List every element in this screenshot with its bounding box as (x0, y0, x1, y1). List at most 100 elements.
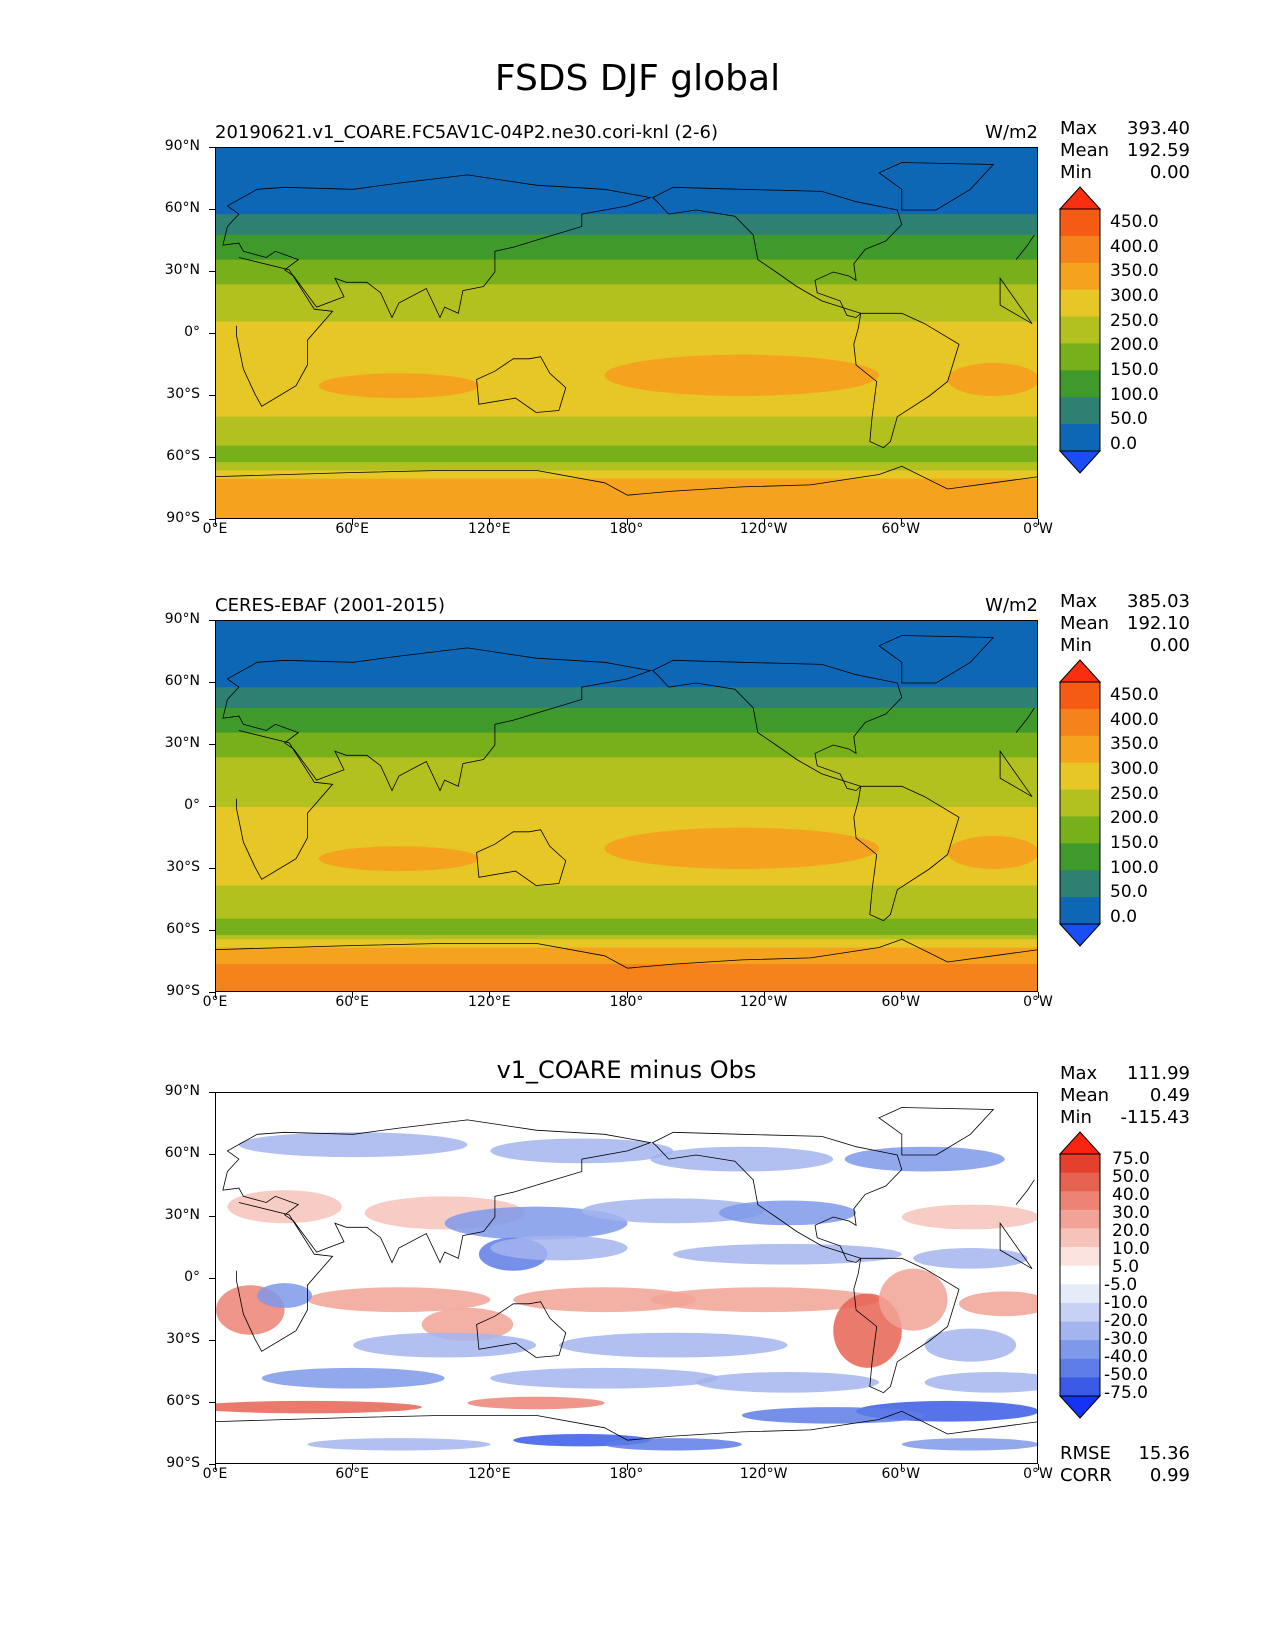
field-band (216, 683, 1037, 688)
colorbar-segment (1060, 209, 1100, 237)
field-band (216, 185, 1037, 190)
x-tick-mark (489, 519, 491, 525)
x-tick-mark (1038, 519, 1039, 525)
x-tick-mark (215, 992, 216, 998)
field-band (216, 740, 1037, 746)
field-band (216, 980, 1037, 986)
anomaly-region (307, 1287, 491, 1313)
x-tick-label: 0°E (202, 1466, 228, 1482)
field-band (216, 922, 1037, 928)
field-band (216, 404, 1037, 409)
field-band (216, 732, 1037, 738)
mean-value: 192.10 (1127, 613, 1190, 634)
field-band (216, 782, 1037, 787)
field-band (216, 819, 1037, 825)
y-tick-mark (209, 930, 215, 931)
max-label: Max (1060, 591, 1098, 612)
field-band (216, 305, 1037, 310)
field-band (216, 815, 1037, 820)
anomaly-region (490, 1367, 719, 1389)
x-tick-mark (900, 519, 902, 525)
corr-value: 0.99 (1149, 1465, 1190, 1486)
coastline (651, 1131, 903, 1263)
colorbar-label: 350.0 (1110, 261, 1159, 282)
field-band (216, 720, 1037, 725)
max-value: 385.03 (1127, 591, 1190, 612)
y-tick-label: 30°S (166, 859, 200, 875)
anomaly-region (558, 1332, 788, 1358)
anomaly-region (238, 1132, 468, 1158)
colorbar-segment (1060, 1377, 1100, 1397)
x-tick-mark (1038, 992, 1039, 998)
y-tick-mark (209, 209, 215, 210)
field-band (216, 462, 1037, 467)
field-band (216, 893, 1037, 899)
field-band (216, 964, 1037, 969)
colorbar-segment (1060, 789, 1100, 817)
field-band (216, 218, 1037, 223)
colorbar-label: 0.0 (1110, 907, 1138, 927)
y-tick-label: 0° (184, 324, 200, 340)
field-band (216, 259, 1037, 265)
coastline (878, 1107, 995, 1156)
colorbar (1058, 186, 1102, 474)
anomaly-region (878, 1268, 948, 1331)
colorbar-segment (1060, 397, 1100, 425)
colorbar-segment (1060, 1358, 1100, 1378)
colorbar (1058, 1131, 1102, 1419)
x-tick-label: 0°E (202, 994, 228, 1010)
field-band (216, 897, 1037, 903)
colorbar-label: -10.0 (1104, 1293, 1148, 1313)
coastline (853, 785, 960, 922)
colorbar (1058, 659, 1102, 947)
field-band (216, 272, 1037, 277)
field-maximum (318, 373, 479, 399)
field-band (216, 827, 1037, 833)
coastline (216, 465, 1037, 496)
colorbar-extend-max (1058, 659, 1102, 683)
field-band (216, 889, 1037, 895)
anomaly-region (604, 1438, 742, 1451)
colorbar-segment (1060, 1209, 1100, 1229)
field-band (216, 201, 1037, 207)
anomaly-region (696, 1372, 879, 1393)
anomaly-region (673, 1243, 902, 1265)
field-band (216, 935, 1037, 940)
x-tick-mark (489, 1464, 491, 1470)
x-tick-label: 180° (609, 1466, 644, 1482)
max-value: 111.99 (1127, 1063, 1190, 1084)
y-tick-mark (209, 1278, 215, 1279)
field-band (216, 939, 1037, 944)
field-band (216, 288, 1037, 294)
x-tick-label: 60°W (881, 1466, 921, 1482)
colorbar-segment (1060, 424, 1100, 452)
stats-box: Max 385.03 Mean 192.10 Min 0.00 (1060, 591, 1190, 657)
y-tick-label: 0° (184, 1269, 200, 1285)
colorbar-extend-min (1058, 450, 1102, 474)
min-value: -115.43 (1120, 1107, 1190, 1128)
field-band (216, 238, 1037, 244)
field-band (216, 869, 1037, 874)
field-band (216, 674, 1037, 680)
y-tick-label: 30°N (164, 1207, 200, 1223)
field-band (216, 807, 1037, 812)
field-band (216, 873, 1037, 878)
field-maximum (604, 354, 879, 396)
field-band (216, 296, 1037, 302)
colorbar-extend-min (1058, 1395, 1102, 1419)
max-value: 393.40 (1127, 118, 1190, 139)
field-band (216, 968, 1037, 973)
field-band (216, 786, 1037, 792)
x-tick-mark (763, 1464, 765, 1470)
coastline (853, 312, 960, 449)
field-band (216, 276, 1037, 281)
field-maximum (947, 835, 1037, 869)
colorbar-segment (1060, 1340, 1100, 1360)
field-band (216, 976, 1037, 982)
y-tick-mark (209, 806, 215, 807)
field-band (216, 906, 1037, 911)
y-tick-mark (209, 868, 215, 869)
colorbar-label: -40.0 (1104, 1347, 1148, 1367)
y-tick-label: 60°N (164, 200, 200, 216)
colorbar-segment (1060, 897, 1100, 925)
